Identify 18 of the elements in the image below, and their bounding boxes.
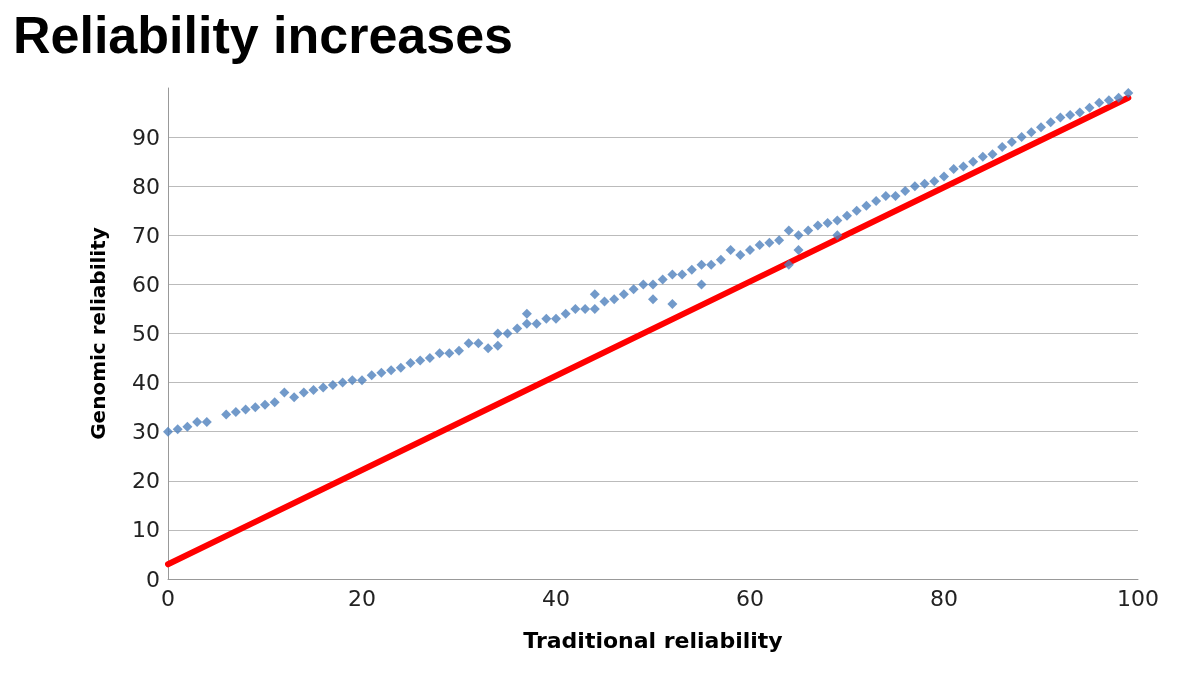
x-tick-label: 20 — [348, 585, 376, 611]
y-axis-title: Genomic reliability — [86, 227, 110, 440]
x-tick-label: 100 — [1117, 585, 1159, 611]
y-tick-label: 20 — [132, 468, 160, 494]
x-axis-title: Traditional reliability — [523, 627, 783, 653]
y-tick-label: 0 — [146, 566, 160, 592]
y-tick-label: 80 — [132, 173, 160, 199]
x-tick-label: 60 — [736, 585, 764, 611]
x-tick-label: 80 — [930, 585, 958, 611]
y-tick-label: 60 — [132, 271, 160, 297]
y-tick-label: 70 — [132, 222, 160, 248]
y-tick-label: 50 — [132, 321, 160, 346]
y-tick-label: 10 — [132, 517, 160, 543]
x-tick-label: 40 — [542, 585, 570, 611]
y-tick-label: 40 — [132, 370, 160, 396]
chart-title: Reliability increases — [13, 6, 514, 64]
y-tick-label: 90 — [132, 124, 160, 150]
y-tick-label: 30 — [132, 419, 160, 445]
